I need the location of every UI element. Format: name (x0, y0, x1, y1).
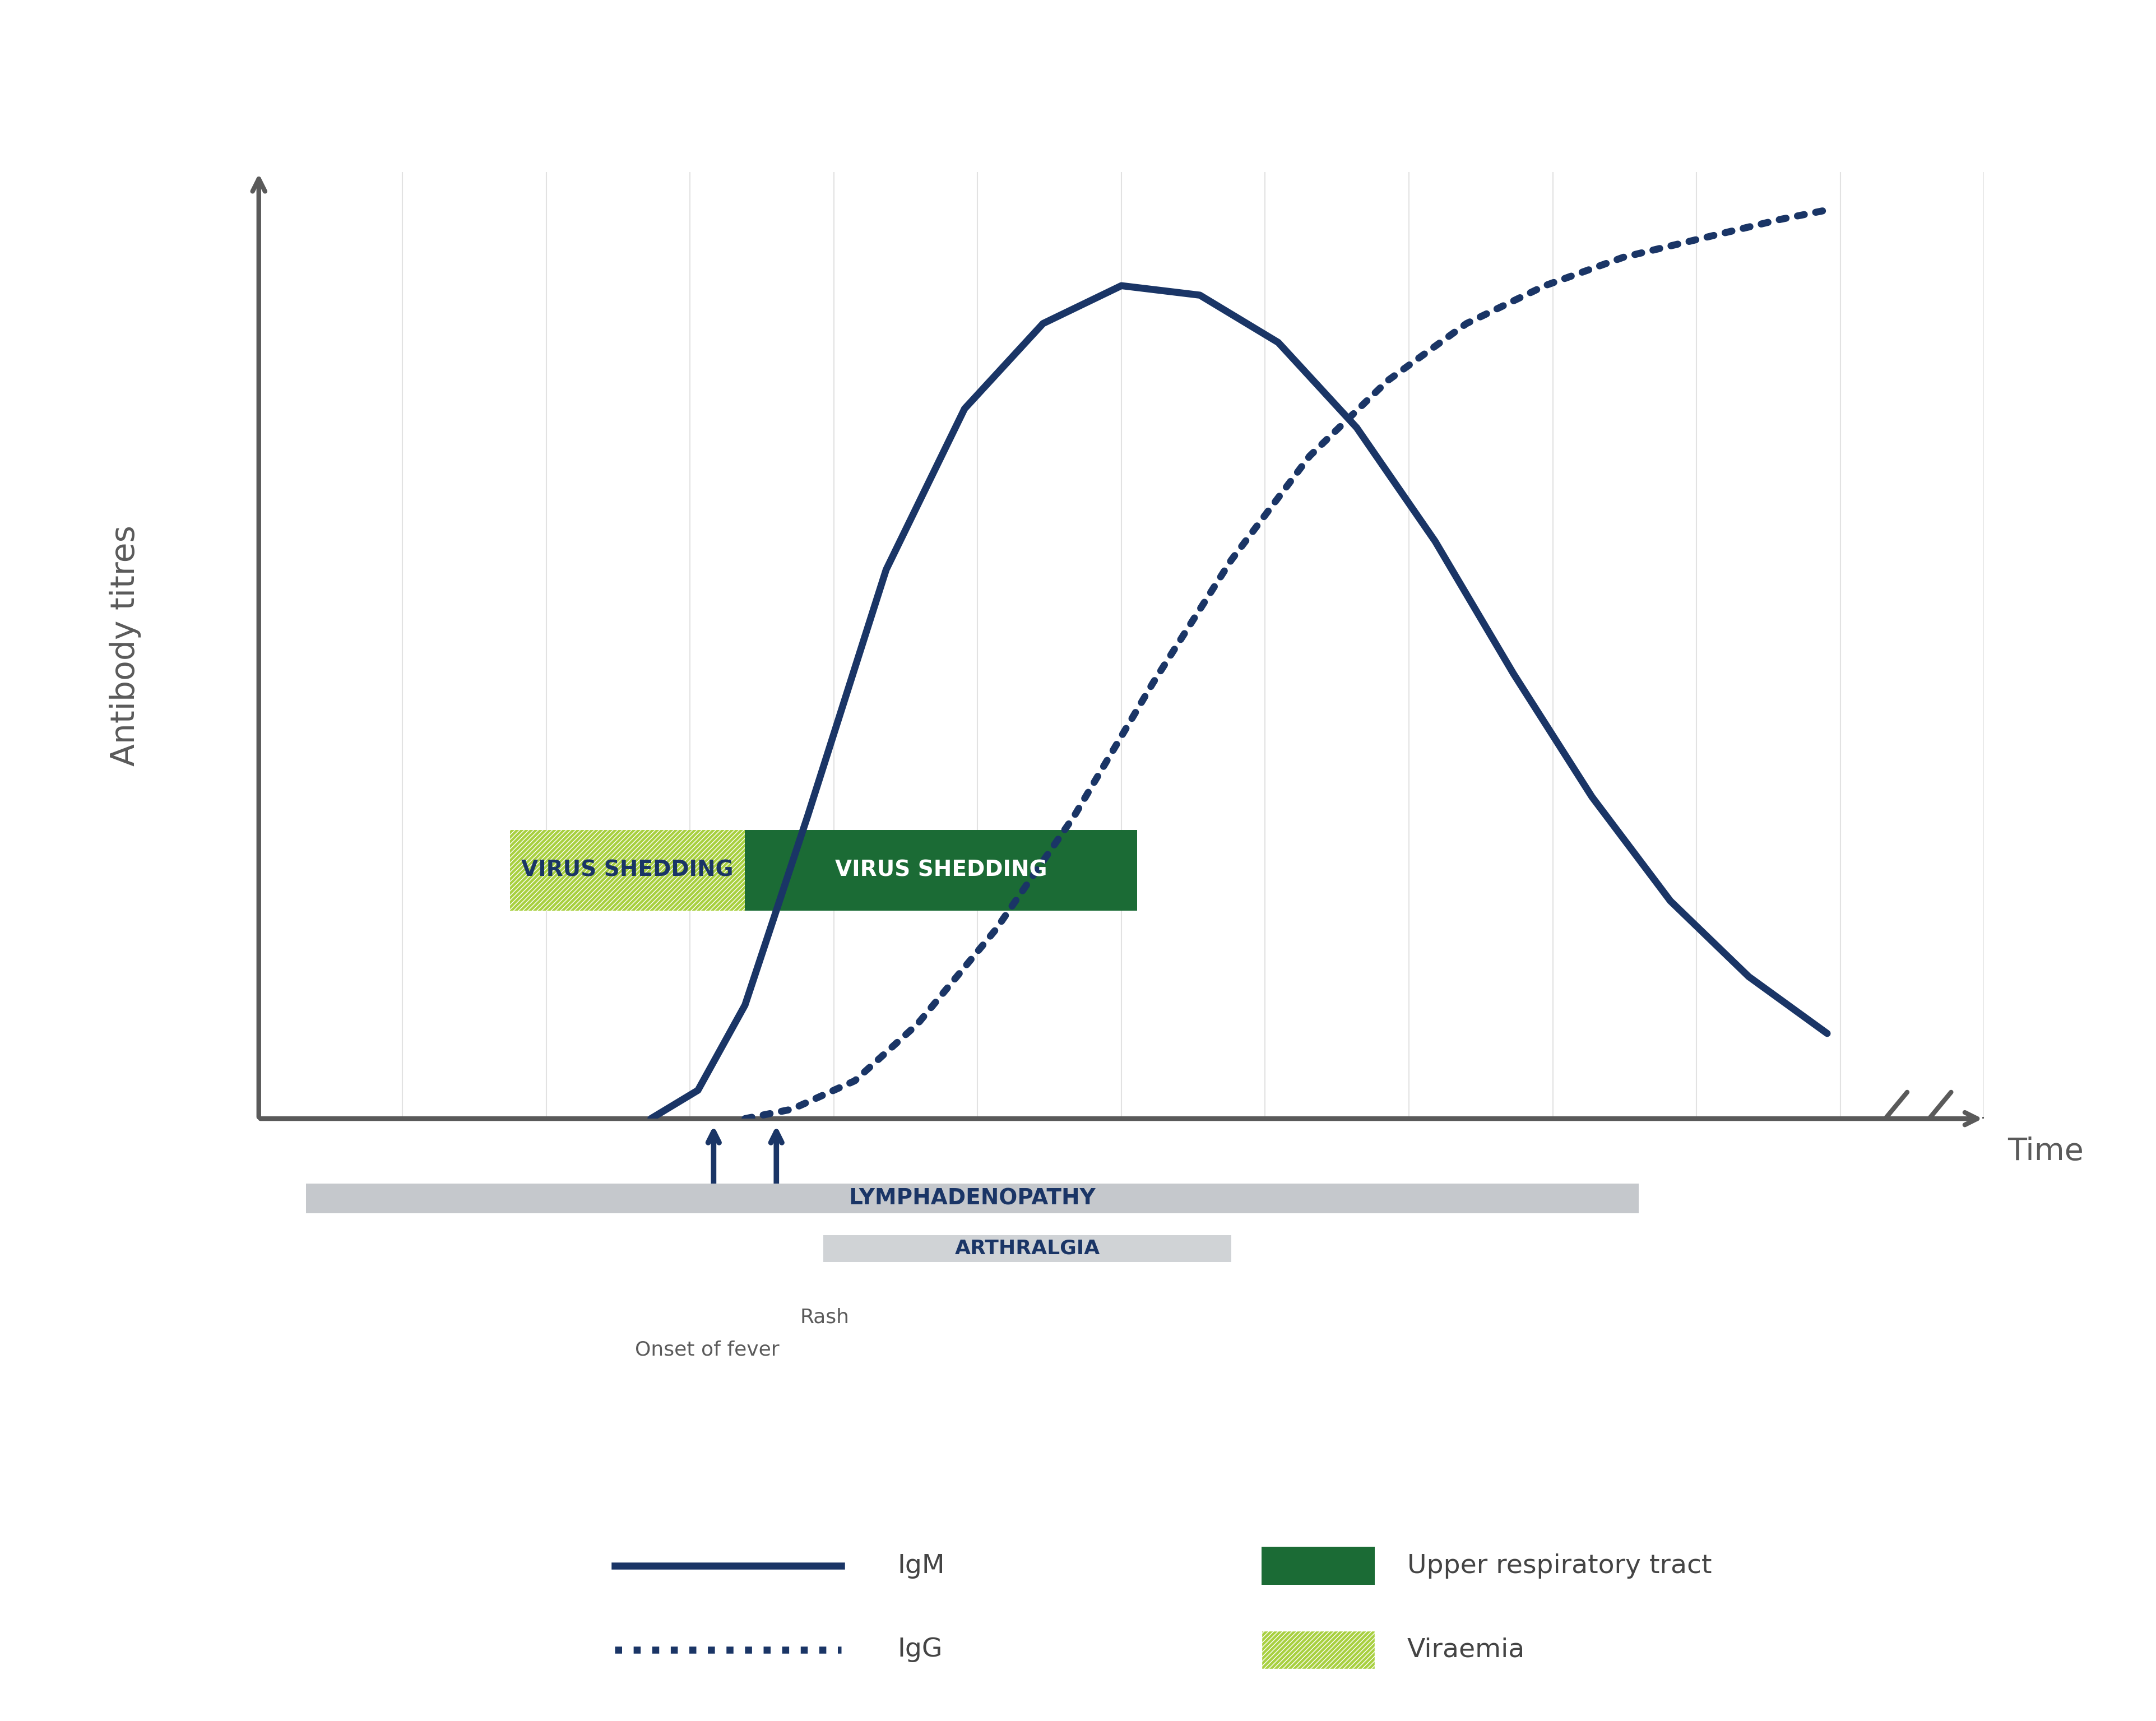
Bar (824, 1236, 1231, 1261)
Text: Time: Time (2007, 1136, 2083, 1167)
Text: VIRUS SHEDDING: VIRUS SHEDDING (834, 859, 1048, 881)
Text: IgG: IgG (897, 1637, 942, 1662)
Text: Antibody titres: Antibody titres (110, 525, 142, 766)
Text: VIRUS SHEDDING: VIRUS SHEDDING (522, 859, 733, 881)
Text: LYMPHADENOPATHY: LYMPHADENOPATHY (849, 1187, 1095, 1210)
Text: Viraemia: Viraemia (1408, 1637, 1524, 1662)
Bar (306, 1184, 1639, 1213)
Text: Rash: Rash (800, 1308, 849, 1327)
Text: IgM: IgM (897, 1554, 944, 1578)
Text: Upper respiratory tract: Upper respiratory tract (1408, 1554, 1712, 1578)
Bar (1261, 1632, 1376, 1669)
Text: ARTHRALGIA: ARTHRALGIA (955, 1239, 1100, 1258)
Bar (509, 830, 744, 910)
Bar (744, 830, 1136, 910)
Bar (509, 830, 744, 910)
Text: Onset of fever: Onset of fever (636, 1341, 778, 1360)
Bar (1261, 1547, 1376, 1585)
Bar (1261, 1632, 1376, 1669)
